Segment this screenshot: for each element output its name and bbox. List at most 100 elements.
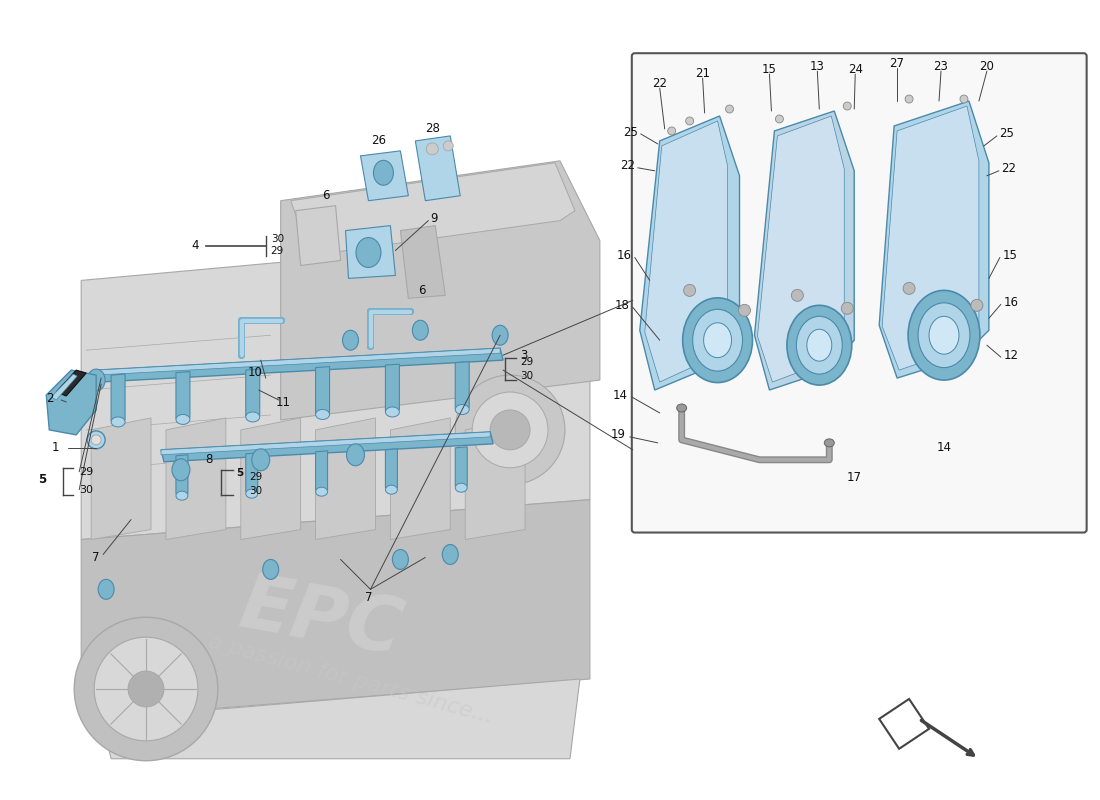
Polygon shape [296, 206, 341, 266]
Ellipse shape [796, 316, 843, 374]
Ellipse shape [111, 417, 125, 427]
Circle shape [684, 285, 695, 296]
Ellipse shape [393, 550, 408, 570]
Polygon shape [46, 370, 96, 435]
Ellipse shape [316, 487, 328, 496]
Text: 22: 22 [652, 77, 668, 90]
Ellipse shape [676, 404, 686, 412]
Polygon shape [290, 163, 575, 255]
Ellipse shape [385, 407, 399, 417]
Circle shape [738, 304, 750, 316]
Text: 14: 14 [613, 389, 628, 402]
Circle shape [776, 115, 783, 123]
Text: 8: 8 [206, 454, 213, 466]
Circle shape [95, 637, 198, 741]
Polygon shape [101, 679, 580, 758]
Text: 29: 29 [79, 466, 94, 477]
Ellipse shape [346, 444, 364, 466]
Ellipse shape [806, 330, 832, 361]
Text: 28: 28 [425, 122, 440, 135]
Ellipse shape [356, 238, 381, 267]
Polygon shape [400, 226, 446, 298]
Text: 7: 7 [91, 551, 99, 564]
Text: 20: 20 [979, 60, 994, 73]
Text: 25: 25 [623, 126, 638, 139]
Text: 26: 26 [371, 134, 386, 147]
Text: 5: 5 [39, 474, 46, 486]
Polygon shape [166, 418, 226, 539]
Circle shape [726, 105, 734, 113]
Text: 2: 2 [46, 391, 53, 405]
Text: 30: 30 [249, 486, 262, 496]
Circle shape [668, 127, 675, 135]
Text: 1: 1 [52, 442, 59, 454]
Text: 24: 24 [848, 62, 862, 76]
Polygon shape [245, 453, 257, 492]
Text: 6: 6 [322, 190, 329, 202]
Text: 9: 9 [430, 212, 438, 225]
Ellipse shape [91, 435, 101, 445]
Polygon shape [316, 418, 375, 539]
Ellipse shape [824, 439, 834, 447]
Polygon shape [161, 432, 491, 455]
Polygon shape [882, 106, 979, 370]
Ellipse shape [263, 559, 278, 579]
Circle shape [472, 392, 548, 468]
Ellipse shape [87, 369, 106, 391]
Polygon shape [91, 418, 151, 539]
Text: 23: 23 [934, 60, 948, 73]
Ellipse shape [172, 458, 190, 481]
Ellipse shape [704, 322, 732, 358]
Ellipse shape [316, 410, 330, 419]
Ellipse shape [98, 579, 114, 599]
Circle shape [844, 102, 851, 110]
Ellipse shape [492, 326, 508, 345]
Polygon shape [640, 116, 739, 390]
Text: 14: 14 [936, 442, 952, 454]
Text: 30: 30 [79, 485, 94, 494]
Polygon shape [56, 370, 86, 396]
Text: EPC: EPC [233, 569, 408, 670]
Polygon shape [465, 418, 525, 539]
Text: 12: 12 [1004, 349, 1019, 362]
Circle shape [74, 618, 218, 761]
Text: 16: 16 [1004, 296, 1019, 309]
Ellipse shape [342, 330, 359, 350]
Circle shape [455, 375, 565, 485]
Polygon shape [161, 432, 493, 462]
Text: 22: 22 [1001, 162, 1016, 175]
Text: 7: 7 [365, 591, 372, 604]
Polygon shape [879, 101, 989, 378]
Polygon shape [96, 348, 500, 375]
Ellipse shape [245, 412, 260, 422]
Ellipse shape [909, 290, 980, 380]
Circle shape [685, 117, 694, 125]
Polygon shape [385, 364, 399, 411]
Text: 6: 6 [418, 284, 426, 297]
Ellipse shape [683, 298, 752, 382]
Polygon shape [176, 371, 190, 418]
Polygon shape [81, 241, 590, 539]
Ellipse shape [385, 486, 397, 494]
Circle shape [791, 290, 803, 302]
Text: 17: 17 [847, 471, 861, 484]
Ellipse shape [176, 414, 190, 425]
Ellipse shape [786, 306, 851, 385]
Text: 3: 3 [520, 349, 528, 362]
Polygon shape [96, 348, 503, 382]
Polygon shape [245, 369, 260, 416]
Circle shape [443, 141, 453, 151]
Text: 18: 18 [615, 299, 630, 312]
Text: 11: 11 [276, 397, 290, 410]
Circle shape [427, 143, 438, 155]
Ellipse shape [693, 310, 742, 371]
Circle shape [842, 302, 854, 314]
FancyBboxPatch shape [631, 54, 1087, 533]
Polygon shape [316, 451, 328, 490]
Text: 10: 10 [248, 366, 263, 378]
Text: 27: 27 [890, 57, 904, 70]
Ellipse shape [176, 491, 188, 500]
Text: a passion for parts since...: a passion for parts since... [206, 631, 495, 726]
Text: 19: 19 [610, 428, 626, 442]
Polygon shape [385, 449, 397, 488]
